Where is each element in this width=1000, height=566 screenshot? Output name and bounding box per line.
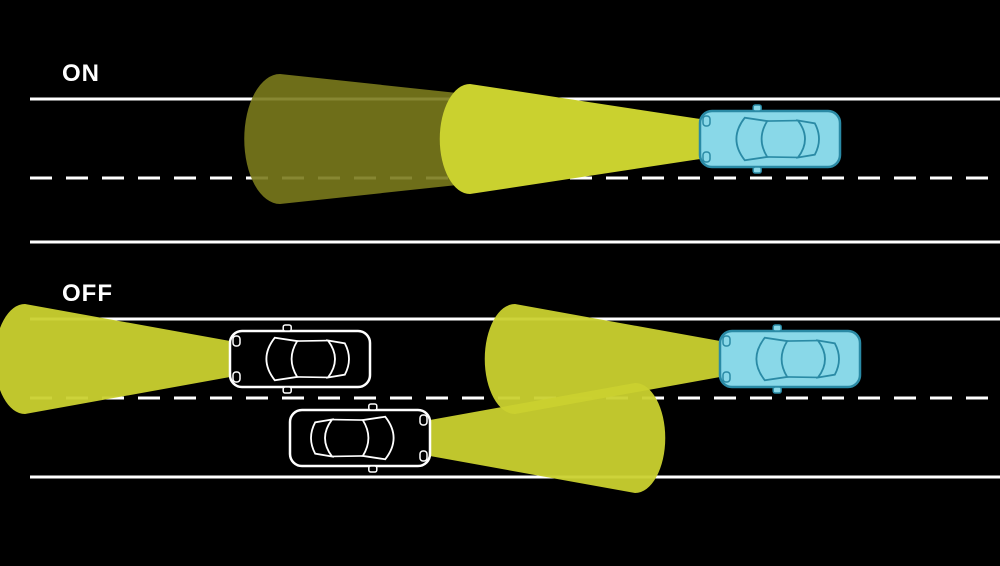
ego-car-icon bbox=[700, 105, 840, 173]
ego-car-icon bbox=[720, 325, 860, 393]
other-car-icon bbox=[230, 325, 370, 393]
diagram-canvas bbox=[0, 0, 1000, 566]
other-car-icon bbox=[290, 404, 430, 472]
